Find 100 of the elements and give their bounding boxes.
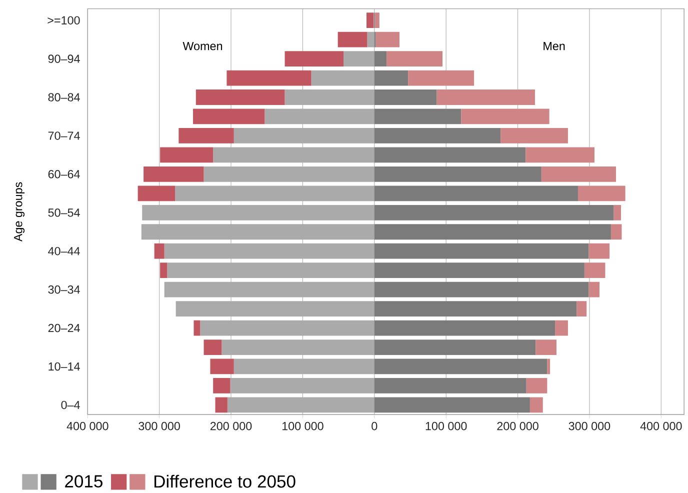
bar bbox=[530, 397, 543, 413]
bar bbox=[367, 32, 374, 48]
bar bbox=[164, 282, 374, 298]
bar bbox=[154, 243, 164, 259]
bar bbox=[526, 147, 594, 163]
y-tick-label: >=100 bbox=[48, 16, 80, 24]
y-tick-label: 20–24 bbox=[48, 324, 80, 332]
bar bbox=[436, 90, 535, 105]
bar bbox=[234, 358, 374, 374]
bar bbox=[374, 166, 542, 182]
bar bbox=[138, 186, 176, 202]
bar bbox=[215, 397, 228, 413]
bar bbox=[284, 90, 374, 105]
x-tick-label: 300 000 bbox=[568, 422, 610, 430]
bar bbox=[374, 51, 387, 67]
bar bbox=[338, 32, 368, 48]
y-tick-label: 50–54 bbox=[48, 208, 80, 217]
bar bbox=[176, 301, 374, 317]
y-tick-label: 90–94 bbox=[48, 54, 80, 63]
x-tick-label: 400 000 bbox=[66, 422, 108, 430]
bar bbox=[408, 70, 474, 86]
bar bbox=[584, 262, 606, 278]
bar bbox=[284, 51, 344, 67]
bar bbox=[374, 340, 536, 355]
bar bbox=[196, 90, 285, 105]
bar bbox=[160, 147, 214, 163]
bar bbox=[366, 12, 374, 28]
bar bbox=[374, 147, 526, 163]
y-tick-label: 80–84 bbox=[48, 93, 80, 102]
bar bbox=[461, 108, 550, 124]
bar bbox=[142, 204, 374, 220]
y-tick-label: 40–44 bbox=[48, 247, 80, 256]
legend-label: 2015 bbox=[65, 475, 102, 488]
legend-label: Difference to 2050 bbox=[154, 474, 296, 488]
bar bbox=[500, 128, 568, 144]
bar bbox=[264, 108, 374, 124]
bar bbox=[376, 32, 400, 48]
bar bbox=[194, 320, 200, 336]
bar bbox=[374, 243, 589, 259]
bar bbox=[374, 128, 501, 144]
bar bbox=[576, 301, 587, 317]
y-tick-label: 70–74 bbox=[48, 132, 80, 140]
bar bbox=[164, 243, 374, 259]
bar bbox=[374, 204, 614, 220]
y-axis-title: Age groups bbox=[14, 182, 25, 242]
bar bbox=[226, 70, 312, 86]
x-tick-label: 300 000 bbox=[138, 422, 180, 430]
x-tick-label: 400 000 bbox=[640, 422, 682, 430]
bar bbox=[541, 166, 616, 182]
bar bbox=[204, 166, 374, 182]
x-tick-label: 100 000 bbox=[282, 422, 324, 430]
bar bbox=[374, 262, 584, 278]
bar bbox=[374, 358, 548, 374]
bar bbox=[610, 224, 622, 240]
bar bbox=[213, 378, 230, 394]
bar bbox=[536, 340, 556, 355]
bar bbox=[200, 320, 374, 336]
bar bbox=[230, 378, 374, 394]
bar bbox=[374, 224, 611, 240]
bar bbox=[374, 282, 589, 298]
bar bbox=[526, 378, 548, 394]
bar bbox=[555, 320, 568, 336]
bar bbox=[213, 147, 374, 163]
bar bbox=[234, 128, 374, 144]
bar bbox=[210, 358, 234, 374]
bar bbox=[167, 262, 374, 278]
x-tick-label: 0 bbox=[372, 422, 378, 430]
bar bbox=[144, 166, 204, 182]
bar bbox=[386, 51, 442, 67]
y-tick-label: 30–34 bbox=[48, 285, 80, 294]
bar bbox=[175, 186, 374, 202]
annotation: Women bbox=[182, 42, 222, 50]
bar bbox=[588, 282, 600, 298]
bar bbox=[374, 378, 526, 394]
bar bbox=[578, 186, 626, 202]
bar bbox=[222, 340, 374, 355]
annotation: Men bbox=[544, 42, 565, 50]
bar bbox=[374, 320, 556, 336]
bar bbox=[204, 340, 222, 355]
bar bbox=[588, 243, 610, 259]
y-tick-label: 0–4 bbox=[61, 400, 80, 410]
bar bbox=[178, 128, 234, 144]
bar bbox=[374, 186, 578, 202]
bar bbox=[547, 358, 550, 374]
bar bbox=[374, 108, 462, 124]
x-tick-label: 200 000 bbox=[497, 422, 538, 430]
x-tick-label: 100 000 bbox=[426, 422, 467, 430]
bar bbox=[141, 224, 374, 240]
bar bbox=[344, 51, 374, 67]
y-tick-label: 60–64 bbox=[48, 170, 80, 178]
bar bbox=[374, 90, 437, 105]
y-tick-label: 10–14 bbox=[48, 362, 80, 371]
bar bbox=[193, 108, 265, 124]
x-tick-label: 200 000 bbox=[210, 422, 252, 430]
bar bbox=[375, 12, 380, 28]
bar bbox=[614, 204, 621, 220]
bar bbox=[374, 397, 530, 413]
bar bbox=[374, 70, 408, 86]
bar bbox=[374, 301, 577, 317]
bar bbox=[160, 262, 168, 278]
